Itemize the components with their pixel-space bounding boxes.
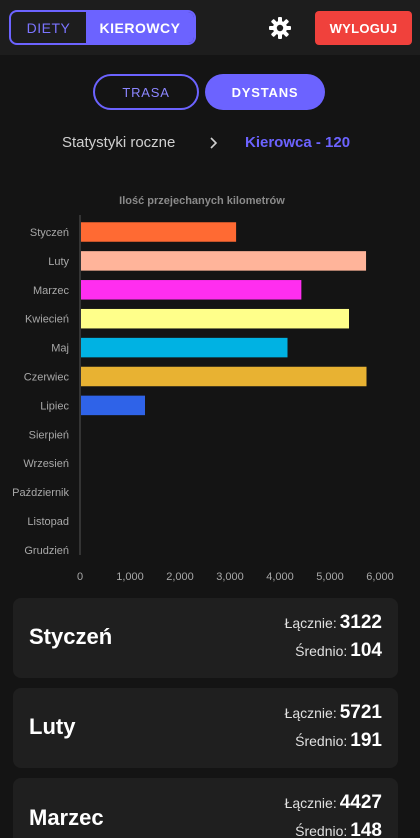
- y-tick-label: Luty: [48, 256, 69, 268]
- total-value: 3122: [339, 612, 382, 633]
- logout-button[interactable]: WYLOGUJ: [315, 11, 412, 45]
- y-tick-label: Kwiecień: [25, 314, 69, 326]
- y-tick-label: Styczeń: [30, 227, 69, 239]
- bar: [81, 366, 367, 387]
- total-label: Łącznie:: [284, 795, 337, 811]
- month-name: Styczeń: [29, 624, 113, 649]
- tab-diety[interactable]: DIETY: [26, 19, 71, 36]
- tab-kierowcy[interactable]: KIEROWCY: [86, 12, 194, 43]
- y-tick-label: Grudzień: [24, 545, 69, 557]
- x-tick-label: 6,000: [366, 571, 394, 583]
- month-name: Luty: [29, 714, 76, 739]
- tab-dystans[interactable]: DYSTANS: [205, 74, 325, 110]
- average-value: 191: [350, 730, 382, 751]
- bar: [81, 308, 349, 329]
- y-tick-label: Sierpień: [29, 429, 69, 441]
- average-label: Średnio:: [295, 643, 348, 659]
- y-tick-label: Lipiec: [40, 400, 69, 412]
- month-card[interactable]: Luty Łącznie: 5721 Średnio: 191: [13, 688, 398, 768]
- chart-title: Ilość przejechanych kilometrów: [119, 195, 285, 207]
- month-name: Marzec: [29, 805, 104, 830]
- breadcrumb-current: Kierowca - 120: [245, 134, 351, 151]
- month-card[interactable]: Styczeń Łącznie: 3122 Średnio: 104: [13, 598, 398, 678]
- top-bar: DIETY KIEROWCY WYLOGUJ: [0, 0, 420, 55]
- bar: [81, 251, 367, 271]
- breadcrumb-root[interactable]: Statystyki roczne: [62, 134, 176, 151]
- chevron-right-icon: [210, 137, 218, 149]
- x-tick-label: 5,000: [316, 571, 344, 583]
- month-stats: Łącznie: 3122 Średnio: 104: [285, 612, 382, 668]
- bar: [81, 222, 237, 242]
- total-value: 4427: [339, 792, 382, 813]
- y-tick-label: Listopad: [27, 516, 69, 528]
- x-tick-label: 1,000: [116, 571, 144, 583]
- tab-trasa[interactable]: TRASA: [93, 74, 199, 110]
- month-stats: Łącznie: 4427 Średnio: 148: [285, 792, 382, 838]
- bar: [81, 280, 302, 300]
- x-tick-label: 2,000: [166, 571, 194, 583]
- section-switch: DIETY KIEROWCY: [9, 10, 196, 45]
- y-tick-label: Czerwiec: [24, 372, 70, 384]
- x-tick-label: 3,000: [216, 571, 244, 583]
- total-label: Łącznie:: [284, 615, 337, 631]
- x-tick-label: 4,000: [266, 571, 294, 583]
- y-tick-label: Maj: [51, 343, 69, 355]
- bar: [81, 337, 288, 358]
- x-tick-label: 0: [77, 571, 83, 583]
- total-value: 5721: [339, 702, 382, 723]
- y-tick-label: Marzec: [33, 285, 70, 297]
- y-tick-label: Wrzesień: [23, 458, 69, 470]
- average-label: Średnio:: [295, 823, 348, 838]
- average-label: Średnio:: [295, 733, 348, 749]
- month-card[interactable]: Marzec Łącznie: 4427 Średnio: 148: [13, 778, 398, 838]
- gear-icon[interactable]: [268, 16, 292, 40]
- y-tick-label: Październik: [12, 487, 69, 499]
- average-value: 104: [350, 640, 382, 661]
- bar: [81, 395, 145, 416]
- distance-chart: Ilość przejechanych kilometrów Styczeń Lut…: [12, 195, 394, 583]
- month-stats: Łącznie: 5721 Średnio: 191: [285, 702, 382, 758]
- average-value: 148: [350, 820, 382, 838]
- total-label: Łącznie:: [284, 705, 337, 721]
